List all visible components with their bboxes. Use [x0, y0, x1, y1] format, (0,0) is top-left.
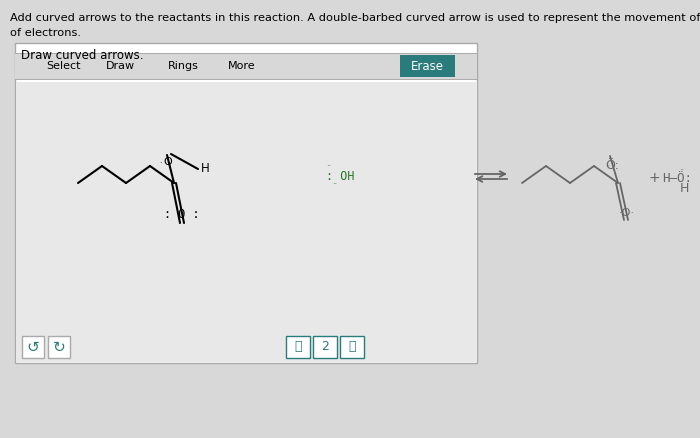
Bar [15, 53, 477, 79]
Text: +: + [648, 171, 660, 185]
Text: H: H [679, 181, 689, 194]
Text: ↺: ↺ [27, 339, 39, 354]
Text: 2: 2 [321, 340, 329, 353]
Text: 🔎: 🔎 [349, 340, 356, 353]
Text: ··: ·· [326, 162, 331, 172]
Text: ·  ·: · · [160, 159, 171, 169]
Text: H—Ö:: H—Ö: [662, 172, 692, 184]
Text: ··: ·· [679, 166, 685, 176]
Text: Draw: Draw [106, 61, 135, 71]
Text: Add curved arrows to the reactants in this reaction. A double-barbed curved arro: Add curved arrows to the reactants in th… [10, 13, 700, 23]
Text: : O :: : O : [164, 208, 200, 221]
Bar [340, 336, 364, 358]
Bar [15, 43, 477, 363]
Text: Ö:: Ö: [605, 159, 619, 172]
Text: Rings: Rings [168, 61, 199, 71]
Bar [400, 55, 455, 77]
Text: ↻: ↻ [52, 339, 65, 354]
Text: More: More [228, 61, 256, 71]
Bar [48, 336, 70, 358]
Text: Draw curved arrows.: Draw curved arrows. [21, 49, 144, 62]
Bar [313, 336, 337, 358]
Text: O: O [164, 157, 172, 167]
Text: ·O·: ·O· [619, 208, 635, 218]
Text: Select: Select [46, 61, 80, 71]
Bar [286, 336, 310, 358]
Bar [22, 336, 44, 358]
Text: ··: ·· [605, 162, 610, 172]
Text: ··: ·· [332, 180, 337, 190]
Text: Erase: Erase [411, 60, 444, 73]
Text: 🔍: 🔍 [294, 340, 302, 353]
Text: : OH: : OH [326, 170, 354, 183]
Text: H: H [201, 162, 210, 174]
Bar [16, 82, 476, 362]
Text: of electrons.: of electrons. [10, 28, 81, 38]
